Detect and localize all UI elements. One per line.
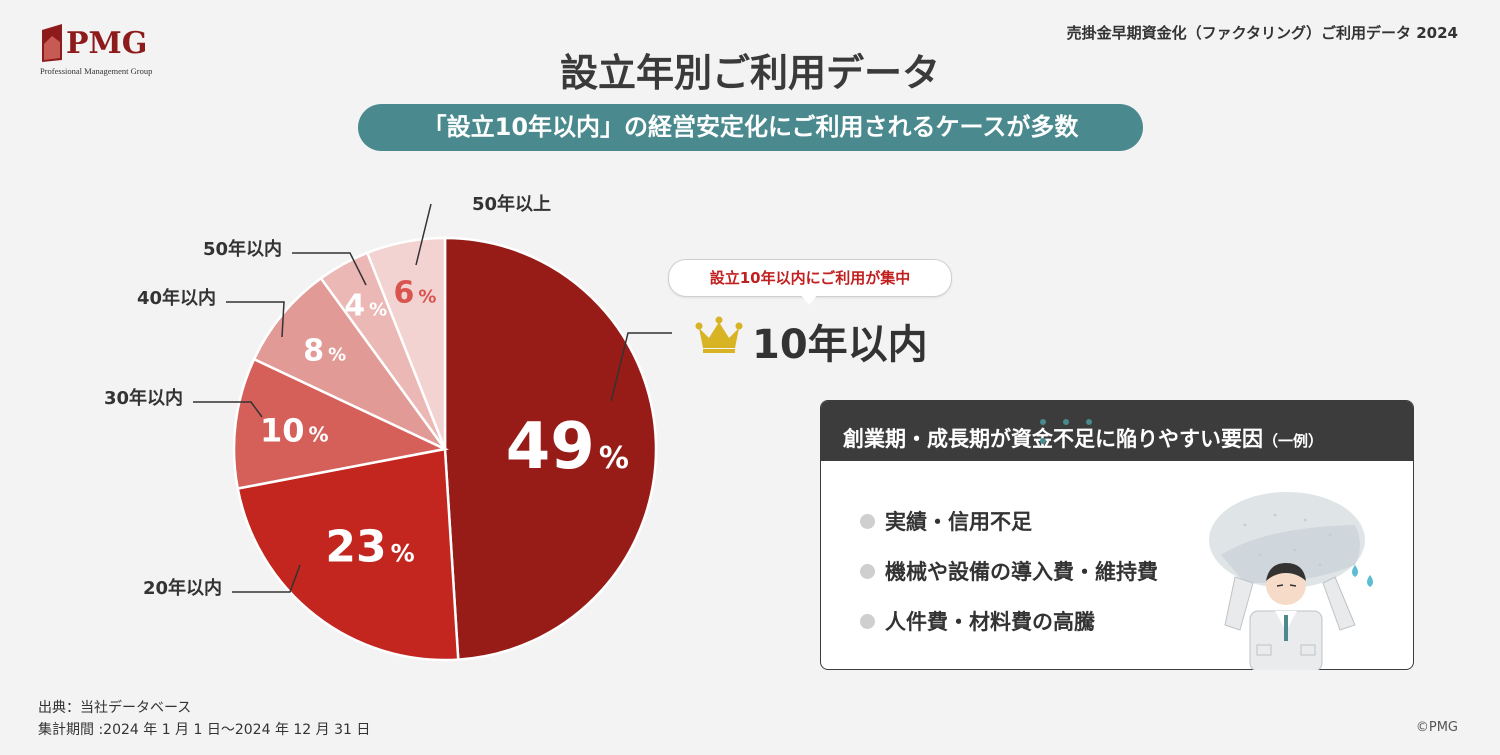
factors-list: 実績・信用不足 機械や設備の導入費・維持費 人件費・材料費の高騰	[860, 496, 1158, 646]
leader-line	[292, 252, 367, 286]
source-line: 出典：当社データベース	[38, 700, 192, 716]
emphasis-dots	[1040, 410, 1130, 444]
slice-category-label: 50年以内	[203, 238, 282, 260]
leader-line	[232, 564, 301, 593]
factors-heading-text: 創業期・成長期が資金不足に陥りやすい要因	[843, 427, 1263, 451]
period-line: 集計期間 :2024 年 1 月 1 日～2024 年 12 月 31 日	[38, 722, 371, 738]
copyright: ©PMG	[1415, 720, 1458, 735]
brand-subtitle: Professional Management Group	[40, 66, 153, 76]
source-note: 出典：当社データベース 集計期間 :2024 年 1 月 1 日～2024 年 …	[38, 697, 370, 741]
crown-icon	[695, 316, 743, 353]
slice-value-label: 49%	[506, 410, 629, 484]
leader-line	[610, 332, 672, 402]
callout-tag: 設立10年以内にご利用が集中	[668, 259, 952, 297]
pie-slice	[236, 447, 460, 662]
list-item: 機械や設備の導入費・維持費	[860, 546, 1158, 596]
list-item: 人件費・材料費の高騰	[860, 596, 1158, 646]
leader-line	[226, 301, 285, 338]
slice-category-label: 40年以内	[137, 287, 216, 309]
top-segment-label: 10年以内	[752, 322, 928, 368]
factors-heading: 創業期・成長期が資金不足に陥りやすい要因（一例）	[821, 401, 1413, 461]
leader-line	[193, 401, 263, 418]
pie-slice	[232, 357, 450, 490]
report-caption: 売掛金早期資金化（ファクタリング）ご利用データ 2024	[1066, 24, 1458, 42]
bullet-icon	[860, 613, 875, 629]
slice-category-label: 50年以上	[472, 193, 551, 215]
pie-slice	[443, 236, 658, 661]
factors-heading-suffix: （一例）	[1263, 432, 1324, 450]
callout-tag-tail	[800, 294, 818, 305]
pmg-logo: PMG Professional Management Group	[40, 22, 170, 82]
slice-value-label: 10%	[260, 411, 329, 449]
pmg-logo-mark-icon	[42, 24, 62, 62]
leader-line	[415, 203, 432, 266]
brand-name: PMG	[66, 26, 148, 61]
bullet-icon	[860, 563, 875, 579]
slice-category-label: 20年以内	[143, 577, 222, 599]
pie-slice	[365, 236, 447, 450]
slice-category-label: 30年以内	[104, 387, 183, 409]
pie-slice	[252, 276, 447, 451]
worker-lifting-rock-icon	[1209, 492, 1373, 670]
page-title: 設立年別ご利用データ	[559, 51, 940, 95]
list-item: 実績・信用不足	[860, 496, 1158, 546]
bullet-icon	[860, 513, 875, 529]
headline-banner: 「設立10年以内」の経営安定化にご利用されるケースが多数	[358, 104, 1143, 151]
